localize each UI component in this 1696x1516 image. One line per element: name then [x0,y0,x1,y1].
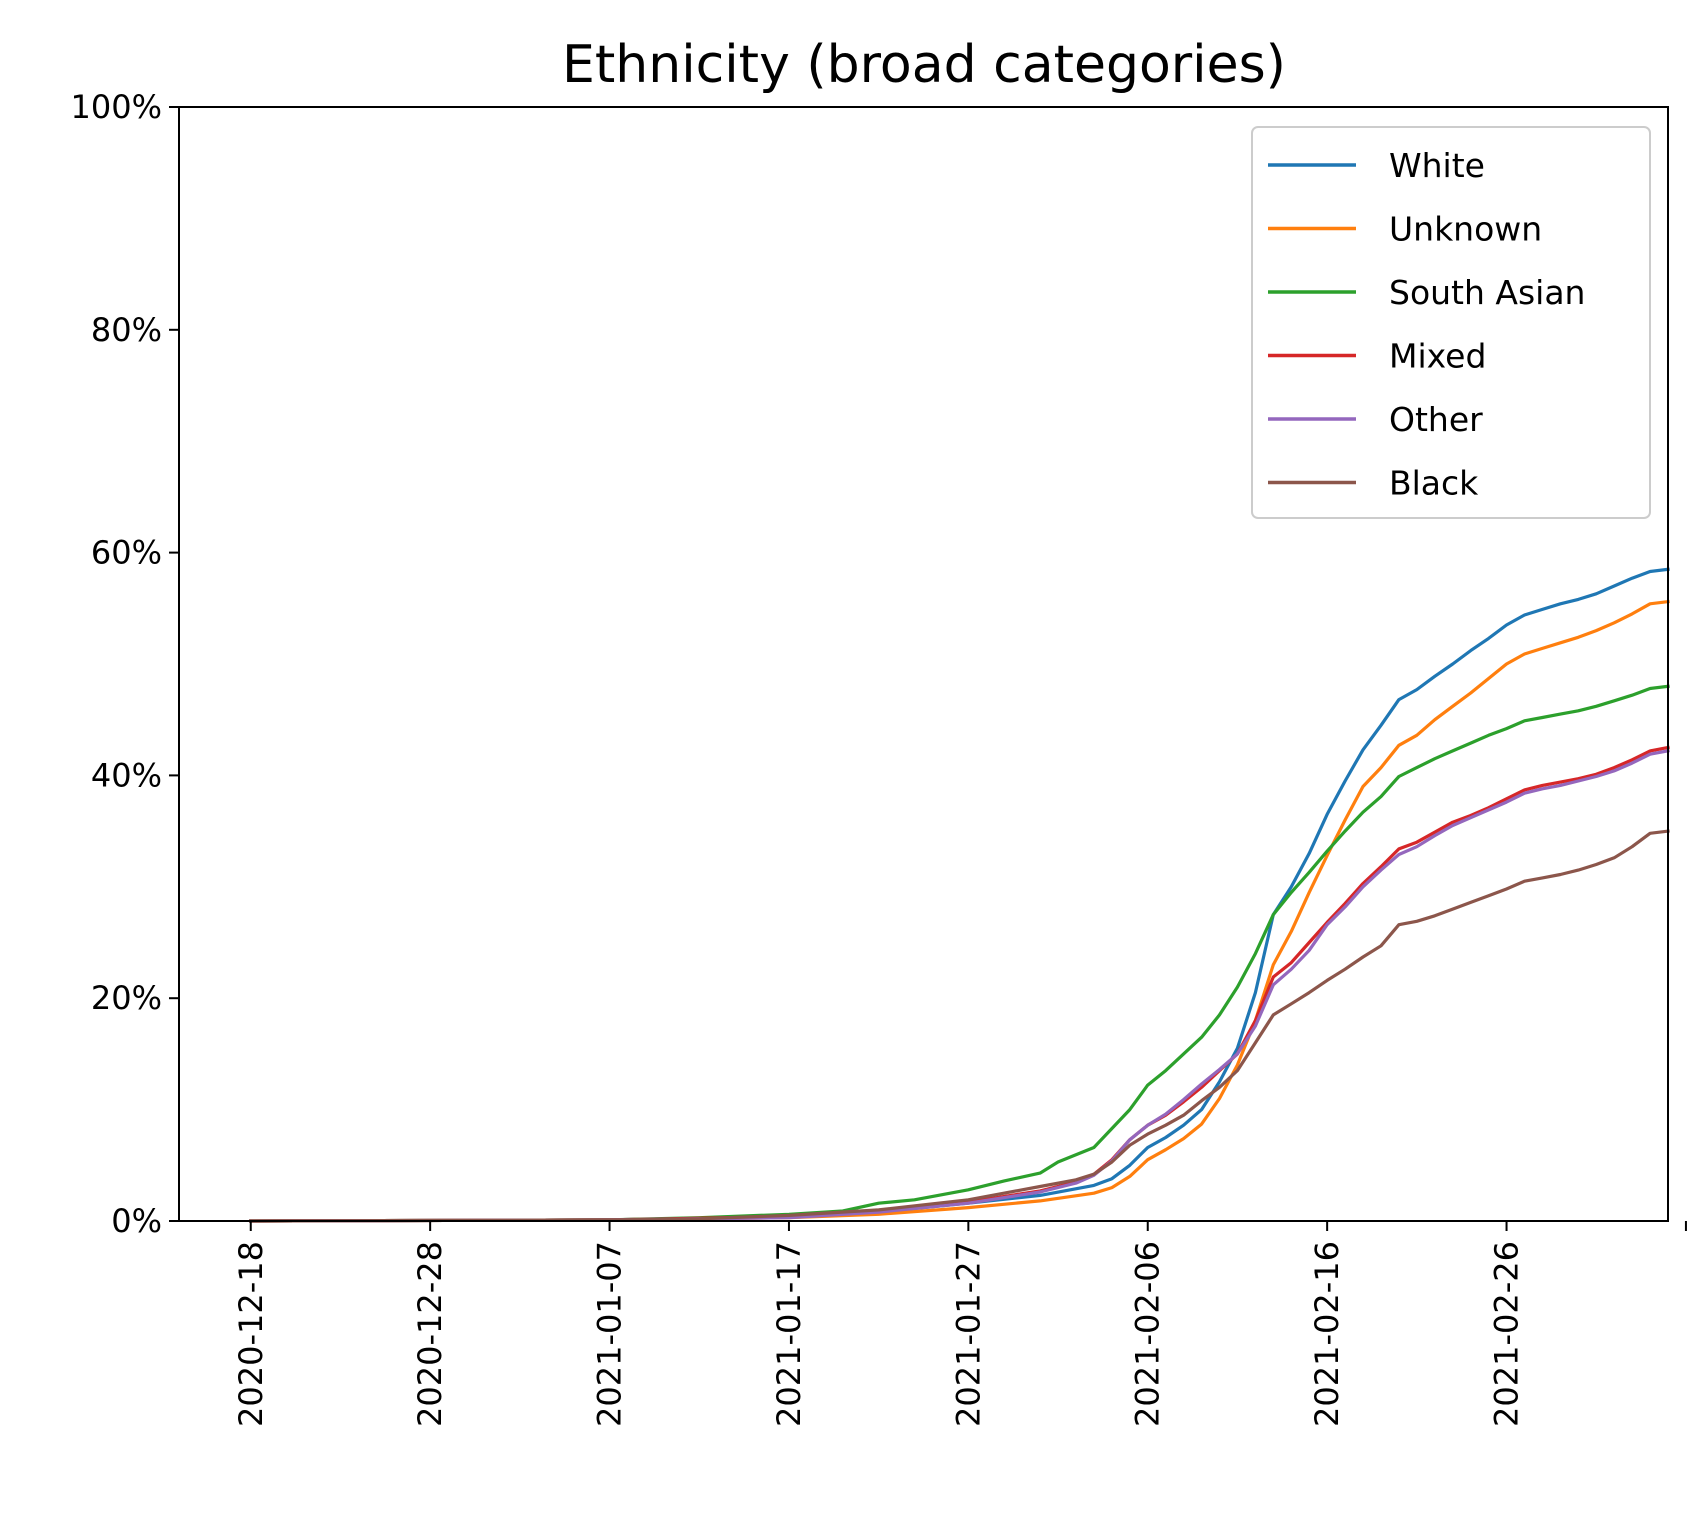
legend-label: White [1389,146,1485,185]
series-line-south-asian [249,684,1670,1223]
y-tick-label: 0% [111,1202,162,1240]
y-tick-label: 80% [91,311,162,349]
series-line-black [249,829,1670,1223]
y-tick-label: 40% [91,756,162,794]
x-tick-label: 2021-02-16 [1308,1241,1346,1427]
y-tick-label: 20% [91,979,162,1017]
x-tick-label: 2020-12-28 [411,1241,449,1427]
y-tick-label: 100% [71,88,162,126]
legend: White Unknown South Asian Mixed Other Black [1251,126,1651,519]
y-tick-label: 60% [91,534,162,572]
x-tick-label: 2021-02-06 [1129,1241,1167,1427]
legend-label: South Asian [1389,273,1585,312]
x-tick-label: 2021-01-17 [770,1241,808,1427]
series-line-unknown [249,599,1670,1223]
axes-layer: 0% 20% 40% 60% 80% 100% 2020-12-18 2020-12-28 20… [71,88,1687,1427]
x-tick-label: 2020-12-18 [232,1241,270,1427]
legend-label: Mixed [1389,337,1486,376]
x-tick-label: 2021-01-27 [949,1241,987,1427]
series-layer [249,567,1670,1223]
chart-title: Ethnicity (broad categories) [562,35,1286,95]
legend-label: Other [1389,400,1483,439]
series-line-other [249,749,1670,1223]
series-line-white [249,567,1670,1223]
legend-box [1251,126,1651,519]
legend-label: Unknown [1389,210,1542,249]
x-tick-label: 2021-02-26 [1488,1241,1526,1427]
plot-frame [178,106,1669,1222]
legend-label: Black [1389,464,1479,503]
x-tick-label: 2021-01-07 [591,1241,629,1427]
